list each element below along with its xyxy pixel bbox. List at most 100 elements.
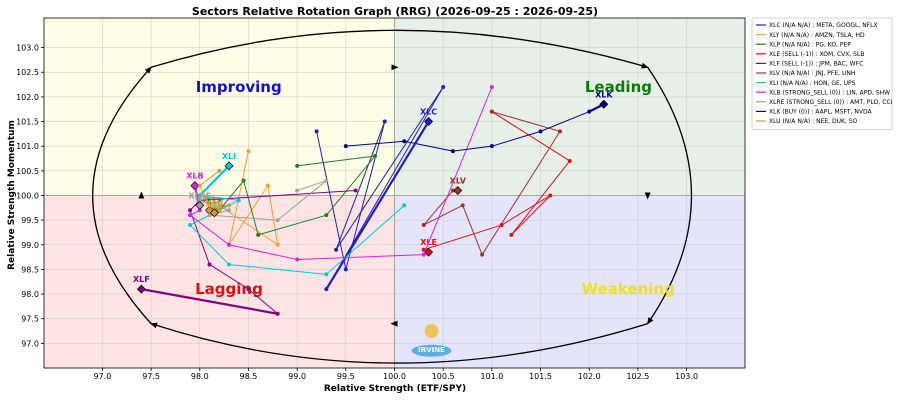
x-tick-label: 103.0 bbox=[675, 372, 698, 381]
series-segment bbox=[345, 140, 405, 147]
series-segment bbox=[248, 288, 278, 315]
series-point bbox=[460, 203, 465, 208]
y-tick-label: 100.0 bbox=[16, 191, 39, 200]
series-segment bbox=[491, 130, 541, 147]
series-point bbox=[197, 208, 202, 213]
series-head-marker bbox=[424, 117, 434, 127]
series-point bbox=[324, 178, 329, 183]
y-tick-label: 103.0 bbox=[16, 44, 39, 53]
series-point bbox=[188, 208, 193, 213]
legend-entry: XLK (BUY (0)) : AAPL, MSFT, NVDA bbox=[769, 109, 872, 116]
series-point bbox=[188, 223, 193, 228]
x-tick-label: 98.5 bbox=[240, 372, 258, 381]
series-label: XLV bbox=[450, 177, 467, 186]
series-segment bbox=[423, 224, 502, 251]
rotation-arc-top bbox=[150, 29, 649, 69]
series-xlb: XLB bbox=[186, 85, 494, 262]
series-segment bbox=[296, 180, 327, 192]
series-head-marker bbox=[190, 181, 200, 191]
series-segment bbox=[510, 195, 551, 236]
rotation-arc-left bbox=[92, 66, 152, 325]
series-point bbox=[207, 203, 212, 208]
y-tick-label: 100.5 bbox=[16, 167, 39, 176]
series-point bbox=[421, 252, 426, 257]
series-segment bbox=[335, 121, 386, 250]
y-axis-label: Relative Strength Momentum bbox=[7, 120, 17, 270]
series-point bbox=[197, 183, 202, 188]
series-segment bbox=[277, 180, 327, 221]
series-point bbox=[275, 311, 280, 316]
series-point bbox=[441, 85, 446, 90]
x-tick-label: 99.0 bbox=[288, 372, 306, 381]
series-point bbox=[324, 287, 329, 292]
series-point bbox=[353, 188, 358, 193]
x-tick-label: 99.5 bbox=[337, 372, 355, 381]
series-point bbox=[265, 183, 270, 188]
y-tick-label: 99.0 bbox=[21, 241, 39, 250]
legend-entry: XLE (SELL (-1)) : XOM, CVX, SLB bbox=[769, 51, 864, 58]
series-point bbox=[295, 188, 300, 193]
series-label: XLI bbox=[222, 152, 236, 161]
quadrant-leading-bg bbox=[394, 18, 745, 196]
series-segment bbox=[228, 244, 298, 261]
series-point bbox=[197, 193, 202, 198]
series-point bbox=[558, 129, 563, 134]
y-tick-label: 99.5 bbox=[21, 216, 39, 225]
rotation-arc-bottom bbox=[150, 322, 648, 364]
series-point bbox=[275, 218, 280, 223]
series-xlu: XLU bbox=[197, 168, 223, 218]
quadrant-label-lagging: Lagging bbox=[195, 280, 263, 298]
series-point bbox=[207, 208, 212, 213]
y-tick-label: 102.0 bbox=[16, 93, 39, 102]
x-tick-label: 97.0 bbox=[94, 372, 112, 381]
series-point bbox=[489, 109, 494, 114]
series-segment bbox=[228, 185, 269, 246]
legend-entry: XLP (N/A N/A) : PG, KO, PEP bbox=[769, 41, 851, 48]
series-point bbox=[226, 208, 231, 213]
series-point bbox=[324, 213, 329, 218]
series-point bbox=[538, 129, 543, 134]
series-point bbox=[226, 242, 231, 247]
y-tick-label: 101.0 bbox=[16, 142, 39, 151]
series-label: XLB bbox=[186, 172, 203, 181]
legend-entry: XLU (N/A N/A) : NEE, DUK, SO bbox=[769, 118, 858, 125]
series-segment bbox=[540, 111, 590, 132]
series-point bbox=[402, 203, 407, 208]
legend-entry: XLY (N/A N/A) : AMZN, TSLA, HD bbox=[769, 32, 865, 39]
series-point bbox=[256, 232, 261, 237]
series-xlc: XLC bbox=[314, 85, 446, 292]
quadrant-label-leading: Leading bbox=[585, 78, 652, 96]
series-segment bbox=[297, 254, 424, 261]
quadrant-label-weakening: Weakening bbox=[582, 280, 675, 298]
series-point bbox=[373, 154, 378, 159]
series-segment bbox=[491, 111, 571, 162]
series-point bbox=[489, 85, 494, 90]
x-tick-label: 97.5 bbox=[142, 372, 160, 381]
series-point bbox=[450, 149, 455, 154]
series-segment bbox=[141, 288, 278, 315]
series-segment bbox=[209, 264, 249, 290]
series-point bbox=[226, 262, 231, 267]
series-point bbox=[587, 109, 592, 114]
series-segment bbox=[297, 155, 376, 167]
series-segment bbox=[243, 180, 259, 236]
y-tick-label: 102.5 bbox=[16, 68, 39, 77]
series-xlk: XLK bbox=[343, 90, 613, 154]
series-segment bbox=[218, 180, 244, 211]
series-segment bbox=[199, 194, 239, 201]
series-segment bbox=[258, 214, 327, 236]
legend-entry: XLB (STRONG_SELL (0)) : LIN, APD, SHW bbox=[769, 89, 890, 96]
y-tick-label: 97.5 bbox=[21, 315, 39, 324]
series-head-marker bbox=[209, 208, 219, 218]
x-tick-label: 101.5 bbox=[529, 372, 552, 381]
series-point bbox=[509, 232, 514, 237]
legend: XLC (N/A N/A) : META, GOOGL, NFLX XLY (N/… bbox=[751, 17, 893, 130]
series-label: XLK bbox=[595, 90, 613, 99]
series-segment bbox=[325, 155, 376, 216]
series-point bbox=[212, 205, 217, 210]
chart-title: Sectors Relative Rotation Graph (RRG) (2… bbox=[192, 5, 598, 18]
series-point bbox=[207, 213, 212, 218]
series-segment bbox=[189, 210, 210, 265]
series-point bbox=[197, 198, 202, 203]
